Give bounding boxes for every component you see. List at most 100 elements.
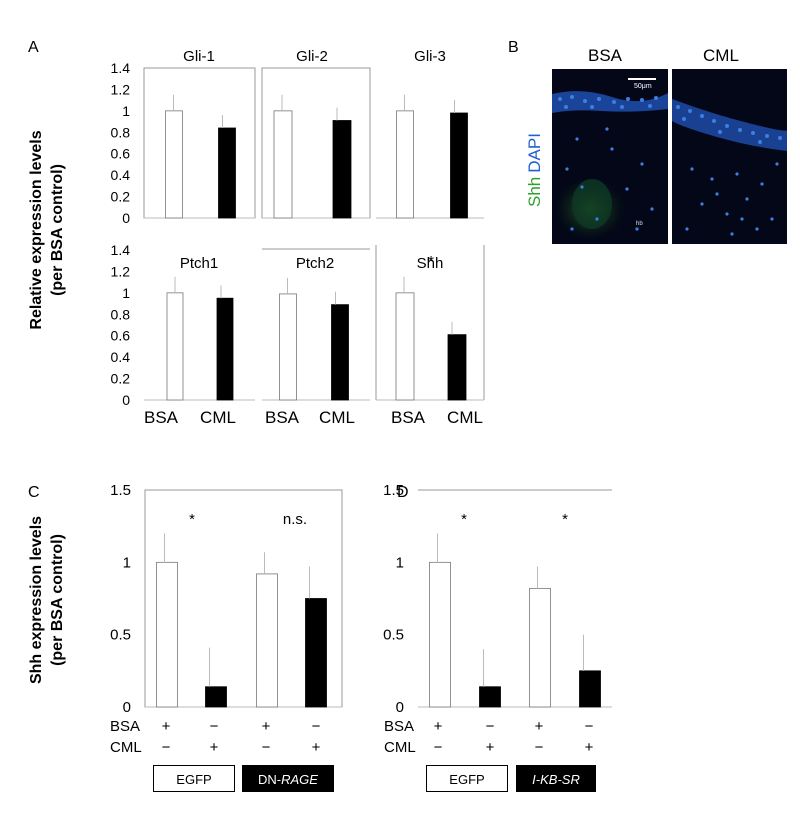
panel-a-ylabel-2: (per BSA control)	[49, 164, 66, 296]
y-tick-label: 0	[122, 210, 130, 226]
chart-gli-2: Gli-2	[261, 48, 371, 219]
bar	[156, 561, 178, 708]
chart-title: Gli-2	[296, 48, 328, 65]
panel-letter-b: B	[508, 39, 519, 56]
significance-marker: *	[562, 511, 568, 528]
chart-title: Gli-3	[414, 48, 446, 65]
y-tick-label: 1	[122, 103, 130, 119]
panel-c-group-egfp: EGFP	[153, 765, 235, 792]
bar	[165, 110, 183, 219]
bar	[216, 297, 234, 401]
bar	[273, 110, 293, 219]
y-tick-label: 1.5	[110, 482, 131, 499]
panel-d-sign-bsa-3: +	[535, 718, 544, 735]
bar	[166, 292, 184, 401]
panel-c-sign-cml-2: +	[210, 739, 219, 756]
y-tick-label: 0	[122, 392, 130, 408]
micrograph-cml-image	[672, 69, 787, 244]
micrograph-bsa-image	[552, 69, 668, 244]
y-tick-label: 0.2	[111, 371, 131, 387]
y-tick-label: 1.4	[111, 242, 131, 258]
panel-a-xlabel-bsa-3: BSA	[391, 408, 426, 427]
panel-d-sign-cml-1: −	[434, 739, 443, 756]
panel-a-ylabel-1: Relative expression levels	[28, 130, 45, 329]
panel-c-row-label-cml: CML	[110, 739, 142, 756]
y-tick-label: 0.6	[111, 328, 131, 344]
y-tick-label: 0.8	[111, 124, 131, 140]
panel-d-sign-bsa-1: +	[434, 718, 443, 735]
panel-d-sign-cml-3: −	[535, 739, 544, 756]
panel-c-group-dn-suffix: RAGE	[281, 772, 318, 787]
chart-title: Gli-1	[183, 48, 215, 65]
y-tick-label: 0	[396, 699, 404, 716]
bar	[396, 110, 414, 219]
significance-marker: *	[461, 511, 467, 528]
panel-c-ylabel-1: Shh expression levels	[28, 516, 45, 684]
panel-c-sign-cml-1: −	[162, 739, 171, 756]
panel-c-sign-cml-4: +	[312, 739, 321, 756]
y-tick-label: 0.2	[111, 189, 131, 205]
y-tick-label: 1.2	[111, 263, 131, 279]
chart-panel-d: 0 0.5 1 1.5 * *	[383, 482, 612, 716]
significance-marker: *	[189, 511, 195, 528]
bar	[218, 127, 236, 219]
panel-a-xlabel-cml-3: CML	[447, 408, 483, 427]
bar	[429, 561, 451, 708]
bar	[395, 292, 415, 401]
panel-d-sign-bsa-2: −	[486, 718, 495, 735]
panel-d-sign-cml-2: +	[486, 739, 495, 756]
y-tick-label: 1	[123, 554, 131, 571]
micrograph-cml	[672, 69, 787, 244]
micrograph-bsa: 50μm hb	[552, 69, 668, 244]
bar	[579, 670, 601, 708]
chart-title: Ptch2	[296, 255, 334, 272]
bar	[529, 587, 551, 708]
bar	[450, 112, 468, 219]
y-tick-label: 0.8	[111, 306, 131, 322]
panel-b-side-label-dapi: DAPI	[525, 133, 544, 173]
bar	[447, 334, 467, 401]
y-tick-label: 0.5	[110, 627, 131, 644]
panel-c-ylabel-2: (per BSA control)	[49, 534, 66, 666]
panel-b-bsa-label: BSA	[588, 46, 623, 65]
panel-c-sign-bsa-1: +	[162, 718, 171, 735]
panel-d-group-ikbsr: I-KB-SR	[516, 765, 596, 792]
significance-marker: *	[428, 253, 434, 270]
bar	[331, 304, 349, 401]
panel-letter-d: D	[397, 484, 409, 501]
panel-c-sign-cml-3: −	[262, 739, 271, 756]
chart-title: Ptch1	[180, 255, 218, 272]
chart-ptch1: 0 0.2 0.4 0.6 0.8 1 1.2 1.4 Ptch1	[111, 242, 255, 408]
y-tick-label: 1.5	[383, 482, 404, 499]
panel-letter-a: A	[28, 39, 39, 56]
panel-d-sign-bsa-4: −	[585, 718, 594, 735]
y-tick-label: 1.4	[111, 60, 131, 76]
bar	[332, 120, 352, 219]
panel-a-xlabel-bsa-2: BSA	[265, 408, 300, 427]
chart-title: Shh	[417, 255, 444, 272]
panel-b-side-label: Shh DAPI	[525, 133, 544, 207]
panel-a-xlabel-bsa-1: BSA	[144, 408, 179, 427]
panel-a-xlabel-cml-2: CML	[319, 408, 355, 427]
bar	[205, 686, 227, 708]
panel-d-row-label-bsa: BSA	[384, 718, 414, 735]
bar	[279, 293, 297, 401]
significance-marker: n.s.	[283, 511, 307, 528]
panel-d-sign-cml-4: +	[585, 739, 594, 756]
panel-b-cml-label: CML	[703, 46, 739, 65]
panel-c-group-dn-prefix: DN-	[258, 772, 282, 787]
panel-letter-c: C	[28, 484, 40, 501]
y-tick-label: 1	[122, 285, 130, 301]
y-tick-label: 0.6	[111, 146, 131, 162]
scale-bar	[628, 78, 656, 80]
y-tick-label: 0.5	[383, 627, 404, 644]
chart-panel-c: 0 0.5 1 1.5 * n.s.	[110, 482, 343, 716]
bar	[479, 686, 501, 708]
panel-c-sign-bsa-2: −	[210, 718, 219, 735]
y-tick-label: 0	[123, 699, 131, 716]
panel-d-row-label-cml: CML	[384, 739, 416, 756]
y-tick-label: 1.2	[111, 81, 131, 97]
y-tick-label: 0.4	[111, 167, 131, 183]
scale-bar-label: 50μm	[634, 83, 652, 90]
panel-d-group-egfp: EGFP	[426, 765, 508, 792]
